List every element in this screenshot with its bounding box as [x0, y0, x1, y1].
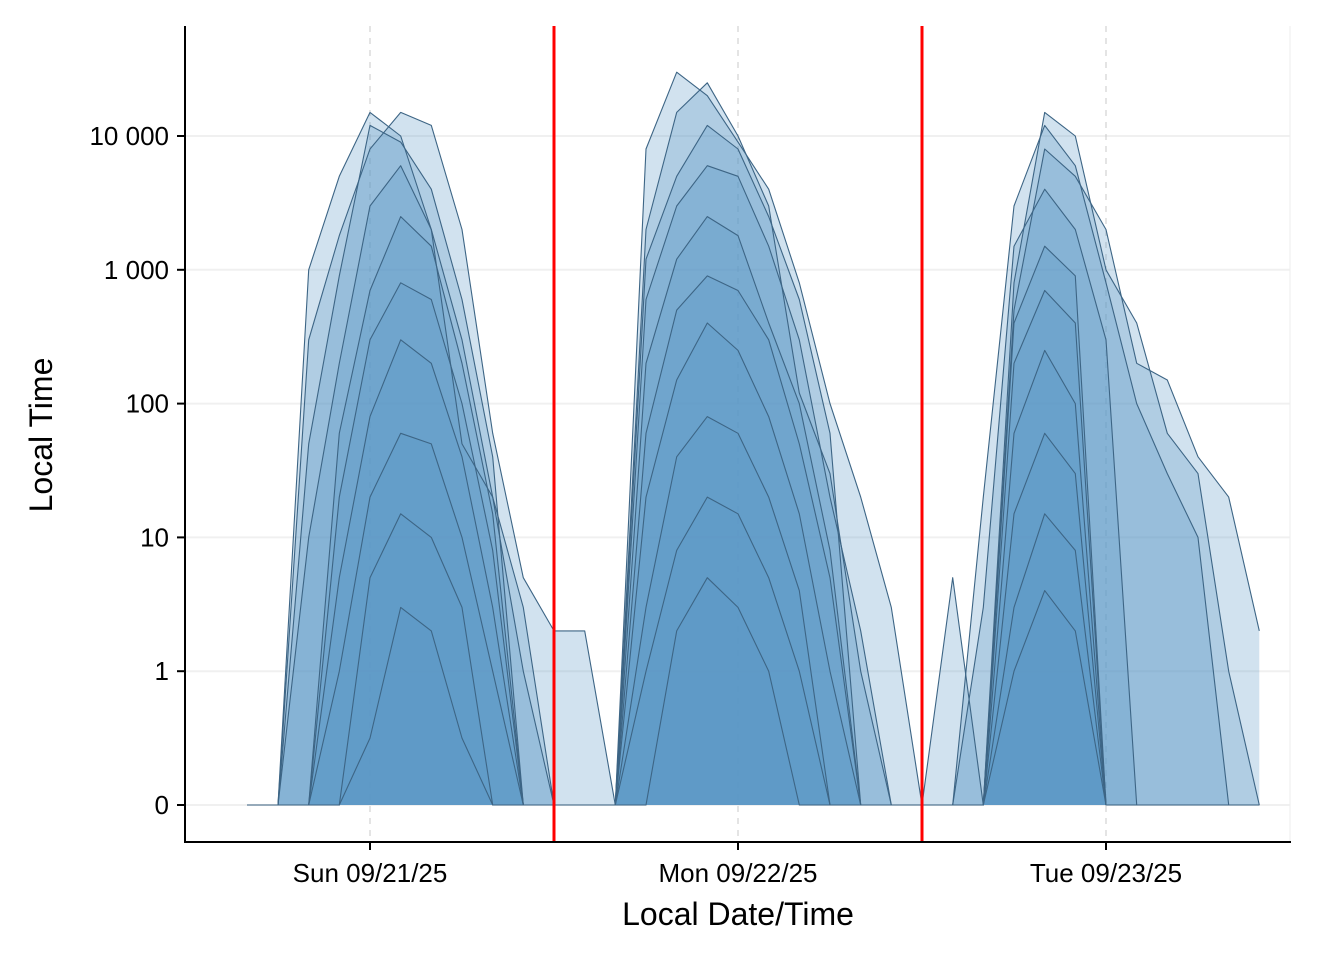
series-line-s7: [247, 416, 1260, 806]
x-tick-label: Tue 09/23/25: [1030, 858, 1182, 888]
series-line-s2: [247, 124, 1260, 806]
y-tick-label: 10: [140, 522, 169, 552]
y-tick-label: 1 000: [104, 255, 169, 285]
series-line-s5: [247, 275, 1260, 806]
series-area-s7: [247, 416, 1260, 805]
y-tick-label: 0: [155, 790, 169, 820]
series-area-s9: [247, 577, 1260, 805]
y-axis-label: Local Time: [23, 358, 59, 513]
series-area-s6: [247, 323, 1260, 805]
series-area-s3: [247, 165, 1260, 805]
series-line-s8: [247, 496, 1260, 806]
x-tick-label: Sun 09/21/25: [293, 858, 448, 888]
y-tick-label: 100: [126, 389, 169, 419]
series-area-s10: [247, 82, 1260, 806]
series-line-s9: [247, 577, 1260, 806]
series-line-s4: [247, 216, 1260, 806]
series-line-s10: [247, 82, 1260, 806]
x-axis-label: Local Date/Time: [622, 896, 854, 932]
series-area-s5: [247, 275, 1260, 805]
day-boundaries: [552, 26, 924, 842]
y-ticks: 0 1 10 100 1 000 10 000: [89, 121, 185, 820]
y-tick-label: 10 000: [89, 121, 169, 151]
series-area-s1: [247, 72, 1260, 805]
x-tick-label: Mon 09/22/25: [658, 858, 817, 888]
series-line-s6: [247, 322, 1260, 806]
series-area-s8: [247, 497, 1260, 805]
series-lines: [247, 71, 1260, 806]
y-tick-label: 1: [155, 656, 169, 686]
x-ticks: Sun 09/21/25 Mon 09/22/25 Tue 09/23/25: [293, 842, 1182, 888]
series-line-s3: [247, 165, 1260, 806]
